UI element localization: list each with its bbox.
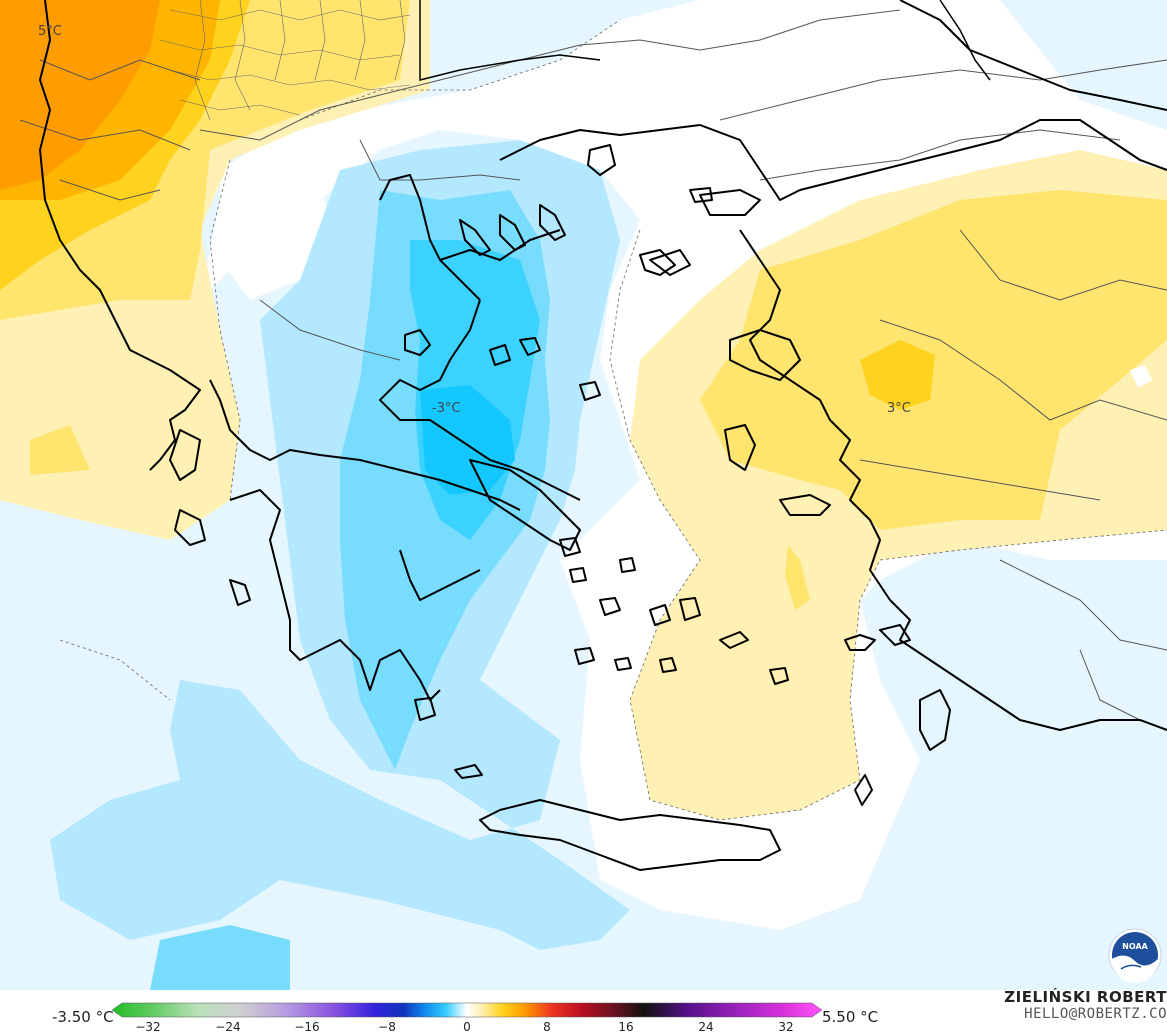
legend-tick: −24 <box>215 1020 241 1034</box>
color-scale-bar <box>112 1002 822 1018</box>
cold-zone-core <box>420 385 515 495</box>
contour-lines <box>59 19 1167 821</box>
noaa-logo-text: NOAA <box>1122 942 1148 951</box>
warm-patch-aegean <box>785 545 810 610</box>
legend-tick: 0 <box>463 1020 471 1034</box>
coastlines <box>39 0 1167 871</box>
contour-label-east: 3°C <box>887 401 911 416</box>
legend-max-label: 5.50 °C <box>822 1008 879 1026</box>
legend-tick: −8 <box>378 1020 396 1034</box>
legend-tick: 32 <box>778 1020 794 1034</box>
regional-grid-nw <box>159 0 411 121</box>
author-credit: ZIELIŃSKI ROBERT <box>1004 988 1167 1006</box>
legend-bar: -3.50 °C <box>0 988 1167 1035</box>
zero-anomaly-zone-west <box>220 120 330 300</box>
legend-tick: 16 <box>618 1020 634 1034</box>
legend-tick: −32 <box>135 1020 161 1034</box>
legend-min-label: -3.50 °C <box>52 1008 114 1026</box>
white-patch-east <box>1130 365 1152 388</box>
national-borders <box>419 0 991 81</box>
warm-zone-east-gold <box>860 340 935 410</box>
warm-patch-sw <box>30 425 90 475</box>
temperature-anomaly-map: 5°C -3°C 3°C NOAA <box>0 0 1167 990</box>
author-email: HELLO@ROBERTZ.CO <box>1024 1006 1167 1022</box>
legend-ticks: −32 −24 −16 −8 0 8 16 24 32 <box>0 1020 1167 1035</box>
cold-zone-south <box>150 925 290 990</box>
legend-tick: 8 <box>543 1020 551 1034</box>
warm-zone-nw-deep <box>0 0 160 190</box>
legend-tick: 24 <box>698 1020 714 1034</box>
noaa-logo-icon: NOAA <box>1108 928 1162 983</box>
contour-label-nw: 5°C <box>38 24 62 39</box>
contour-label-center: -3°C <box>432 401 461 416</box>
legend-tick: −16 <box>294 1020 320 1034</box>
admin-borders <box>19 9 1167 721</box>
